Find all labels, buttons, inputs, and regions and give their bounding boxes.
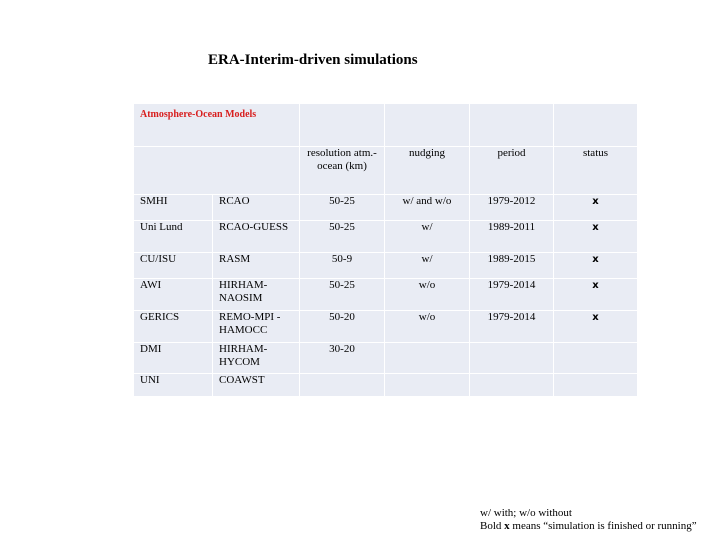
column-header-nudging: nudging: [385, 147, 469, 194]
cell-nudging: w/o: [385, 311, 469, 342]
cell-resolution: 30-20: [300, 343, 384, 373]
table-row: CU/ISU RASM 50-9 w/ 1989-2015 x: [134, 253, 637, 278]
cell-status: x: [554, 221, 637, 252]
cell-institute: UNI: [134, 374, 212, 396]
cell-nudging: w/: [385, 221, 469, 252]
cell-model: REMO-MPI -HAMOCC: [213, 311, 299, 342]
table-row: GERICS REMO-MPI -HAMOCC 50-20 w/o 1979-2…: [134, 311, 637, 342]
table-header-row: Atmosphere-Ocean Models: [134, 104, 637, 146]
cell-period: [470, 343, 553, 373]
cell-resolution: 50-25: [300, 221, 384, 252]
cell-nudging: w/o: [385, 279, 469, 310]
cell-model: HIRHAM-NAOSIM: [213, 279, 299, 310]
models-table: Atmosphere-Ocean Models resolution atm.-…: [133, 103, 638, 397]
cell-institute: AWI: [134, 279, 212, 310]
footnote: w/ with; w/o without Bold x means “simul…: [480, 507, 697, 533]
cell-resolution: [300, 374, 384, 396]
cell-resolution: 50-20: [300, 311, 384, 342]
column-header-row: resolution atm.-ocean (km) nudging perio…: [134, 147, 637, 194]
cell-institute: Uni Lund: [134, 221, 212, 252]
cell-status: [554, 343, 637, 373]
table-row: DMI HIRHAM-HYCOM 30-20: [134, 343, 637, 373]
footnote-bold-x: x: [504, 520, 510, 532]
cell-period: 1989-2011: [470, 221, 553, 252]
cell-period: 1989-2015: [470, 253, 553, 278]
cell-model: RASM: [213, 253, 299, 278]
cell-status: x: [554, 279, 637, 310]
cell-status: [554, 374, 637, 396]
cell-nudging: w/: [385, 253, 469, 278]
table-row: AWI HIRHAM-NAOSIM 50-25 w/o 1979-2014 x: [134, 279, 637, 310]
cell-nudging: w/ and w/o: [385, 195, 469, 220]
cell-period: 1979-2014: [470, 279, 553, 310]
cell-period: 1979-2012: [470, 195, 553, 220]
footnote-legend: w/ with; w/o without: [480, 507, 572, 519]
footnote-text: Bold: [480, 520, 505, 532]
cell-period: [470, 374, 553, 396]
cell-model: RCAO-GUESS: [213, 221, 299, 252]
table-row: SMHI RCAO 50-25 w/ and w/o 1979-2012 x: [134, 195, 637, 220]
footnote-text: means “simulation is finished or running…: [509, 520, 697, 532]
header-cell: [300, 104, 384, 146]
cell-institute: SMHI: [134, 195, 212, 220]
cell-status: x: [554, 311, 637, 342]
cell-institute: CU/ISU: [134, 253, 212, 278]
column-header-resolution: resolution atm.-ocean (km): [300, 147, 384, 194]
cell-resolution: 50-9: [300, 253, 384, 278]
group-header-atmosphere-ocean: Atmosphere-Ocean Models: [134, 104, 299, 146]
cell-model: COAWST: [213, 374, 299, 396]
cell-nudging: [385, 374, 469, 396]
cell-period: 1979-2014: [470, 311, 553, 342]
cell-model: RCAO: [213, 195, 299, 220]
column-header-period: period: [470, 147, 553, 194]
cell-nudging: [385, 343, 469, 373]
cell-status: x: [554, 253, 637, 278]
cell-institute: DMI: [134, 343, 212, 373]
footnote-status-note: Bold x means “simulation is finished or …: [480, 520, 697, 533]
cell-model: HIRHAM-HYCOM: [213, 343, 299, 373]
header-cell: [470, 104, 553, 146]
column-header-blank: [134, 147, 299, 194]
header-cell: [554, 104, 637, 146]
cell-status: x: [554, 195, 637, 220]
column-header-status: status: [554, 147, 637, 194]
table-row: UNI COAWST: [134, 374, 637, 396]
header-cell: [385, 104, 469, 146]
table-row: Uni Lund RCAO-GUESS 50-25 w/ 1989-2011 x: [134, 221, 637, 252]
page-title: ERA-Interim-driven simulations: [208, 52, 418, 68]
cell-institute: GERICS: [134, 311, 212, 342]
cell-resolution: 50-25: [300, 195, 384, 220]
cell-resolution: 50-25: [300, 279, 384, 310]
